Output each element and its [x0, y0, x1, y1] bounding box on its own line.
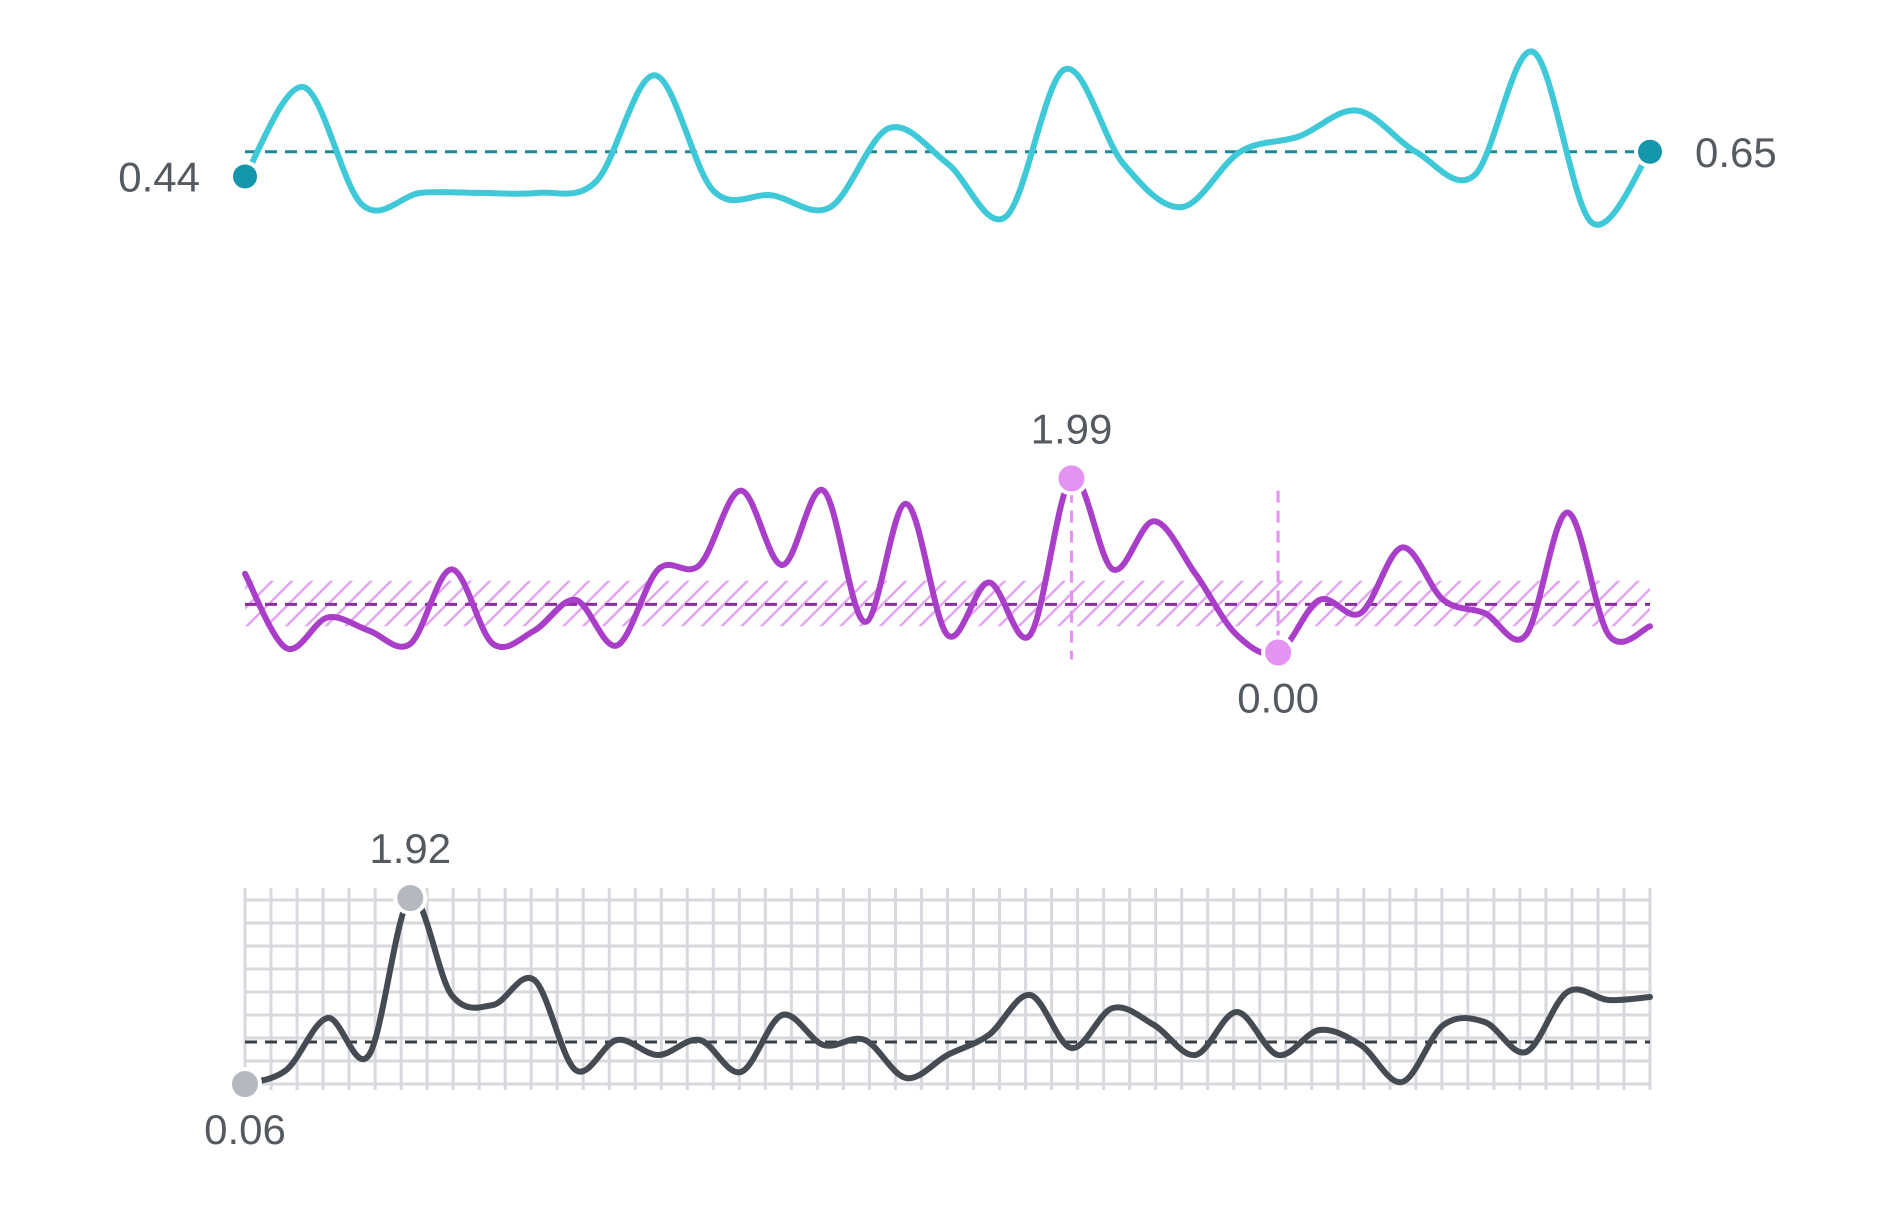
series-line — [242, 894, 1653, 1087]
series-line — [242, 474, 1653, 658]
max-value-label: 1.92 — [369, 825, 451, 872]
min-value-label: 0.06 — [204, 1106, 286, 1153]
end-value-label: 0.65 — [1695, 129, 1777, 176]
sparkline-chart-3: 1.92 0.06 — [204, 825, 1653, 1153]
series-line — [242, 48, 1653, 228]
sparkline-chart-2: 1.99 0.00 — [242, 405, 1653, 722]
min-point — [1261, 635, 1296, 670]
max-value-label: 1.99 — [1031, 405, 1113, 452]
min-value-label: 0.00 — [1237, 675, 1319, 722]
max-point — [393, 881, 428, 915]
end-point — [1634, 135, 1666, 168]
sparkline-chart-1: 0.44 0.65 — [118, 48, 1777, 228]
min-point — [228, 1067, 262, 1101]
max-point — [1054, 461, 1089, 496]
start-point — [229, 160, 261, 193]
start-value-label: 0.44 — [118, 153, 200, 200]
